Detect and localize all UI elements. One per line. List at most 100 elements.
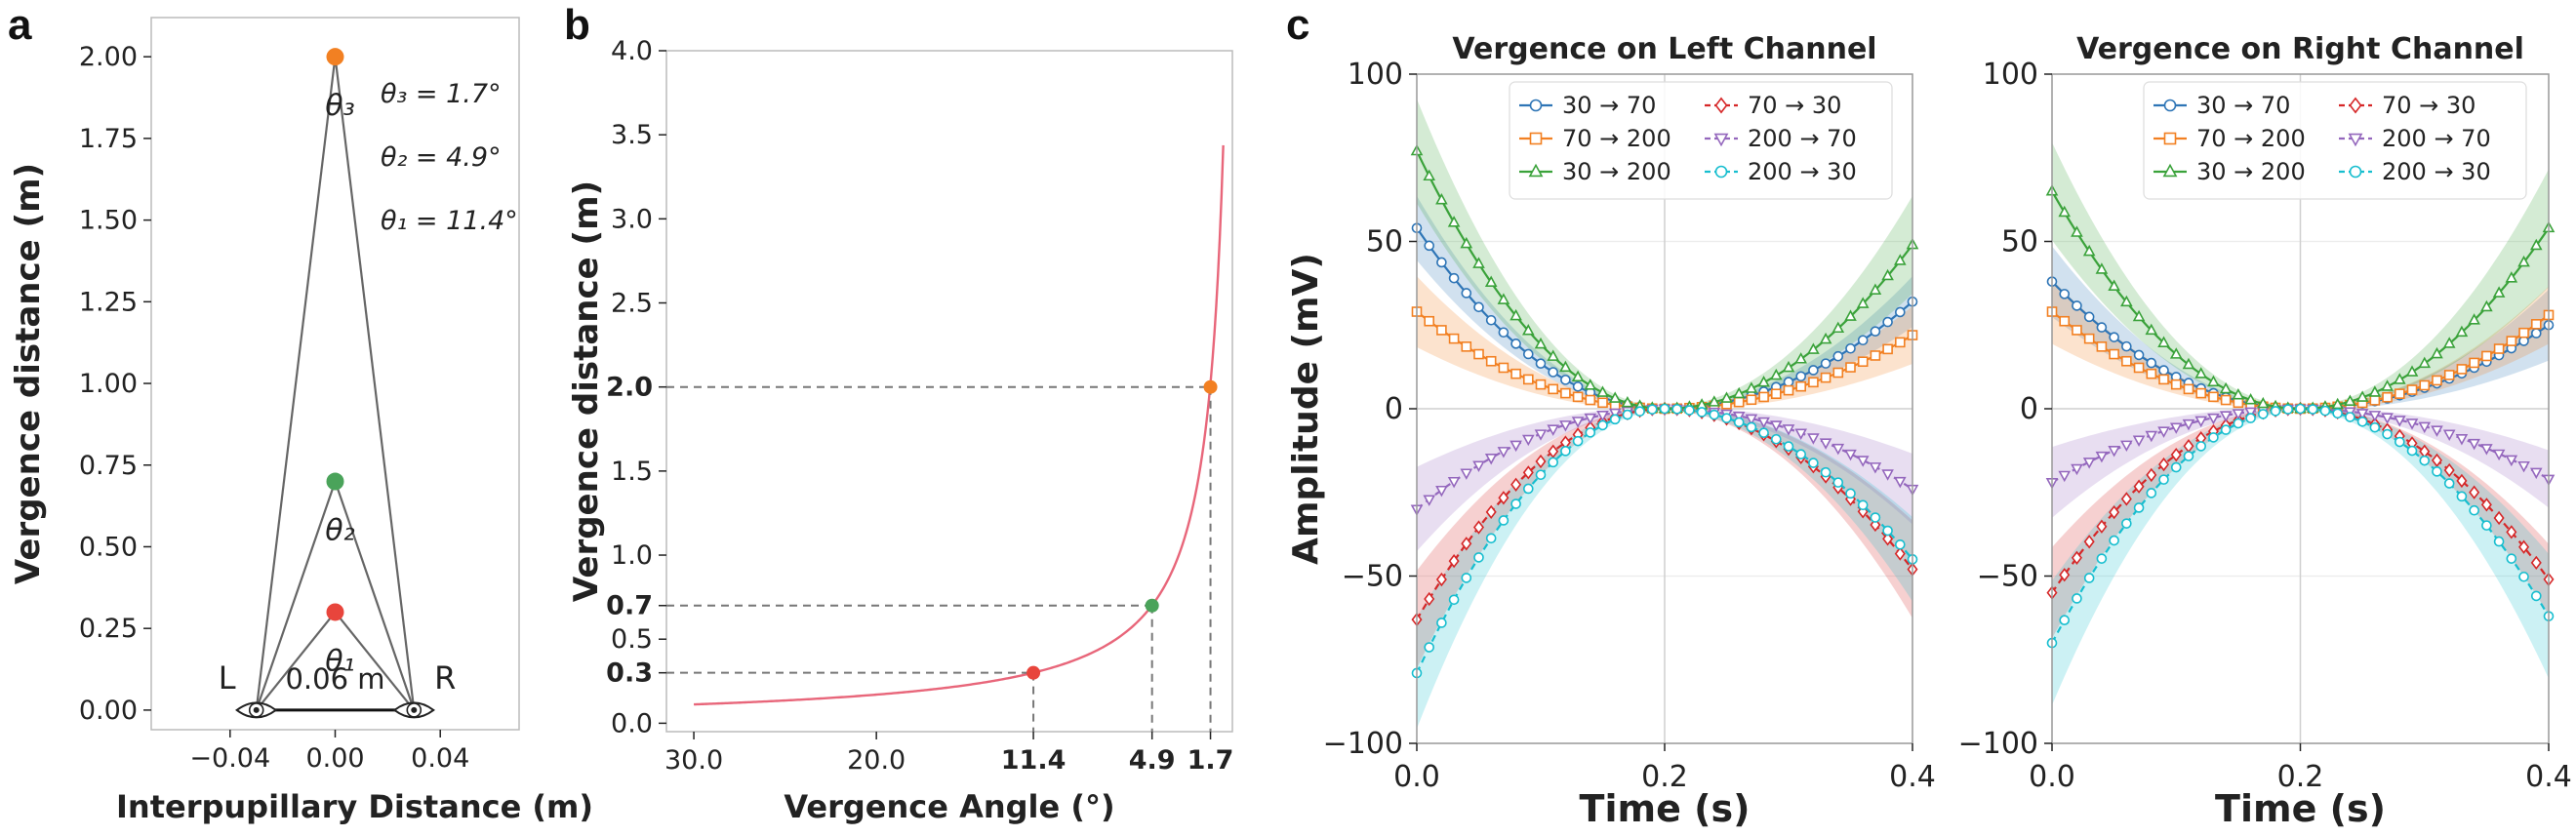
series-marker [2096, 519, 2108, 534]
series-marker [1757, 376, 1770, 387]
x-axis-label: Interpupillary Distance (m) [116, 788, 593, 825]
series-marker [2492, 286, 2506, 298]
series-marker [2431, 346, 2443, 359]
series-marker [1845, 362, 1856, 373]
series-marker [1498, 362, 1509, 374]
confidence-band [2052, 141, 2549, 412]
series-marker [2456, 473, 2468, 489]
series-marker [1795, 449, 1806, 459]
plot-frame [665, 50, 1233, 733]
series-marker [1473, 552, 1484, 563]
series-marker [1857, 499, 1869, 511]
series-marker [1831, 443, 1845, 456]
y-tick-label: 0.75 [79, 451, 138, 481]
eye-pupil [411, 706, 418, 713]
series-marker [1424, 315, 1434, 327]
legend-marker [1529, 99, 1543, 112]
series-marker [2146, 467, 2157, 483]
series-marker [2530, 590, 2542, 602]
panel-letter-a: a [8, 1, 32, 49]
series-marker [2170, 461, 2182, 473]
series-marker [2395, 388, 2405, 399]
series-marker [1882, 525, 1893, 537]
y-tick-label: 1.5 [611, 457, 653, 487]
series-marker [1794, 352, 1808, 364]
series-marker [2109, 504, 2120, 520]
series-marker [1572, 391, 1584, 403]
y-tick-label: 1.00 [79, 369, 138, 399]
legend-label: 30 → 70 [1562, 92, 1656, 119]
legend-label: 200 → 30 [2382, 158, 2491, 185]
legend-marker [1528, 163, 1544, 178]
series-marker [1448, 333, 1460, 344]
legend-box [2143, 81, 2527, 200]
series-marker [1745, 381, 1758, 393]
series-marker [1621, 395, 1634, 408]
legend-marker [1714, 97, 1728, 114]
series-marker [2468, 438, 2480, 451]
series-marker [1720, 391, 1733, 403]
series-marker [2393, 416, 2406, 427]
series-marker [2133, 349, 2145, 361]
series-marker [1659, 403, 1670, 415]
series-marker [1461, 573, 1472, 583]
series-marker [1732, 386, 1746, 399]
series-marker [2120, 440, 2133, 453]
series-marker [2083, 333, 2095, 344]
series-marker [2393, 373, 2406, 384]
series-marker [1435, 485, 1448, 498]
series-marker [2109, 332, 2119, 342]
series-marker [2170, 448, 2182, 462]
series-marker [2493, 536, 2505, 547]
series-marker [1461, 341, 1472, 352]
legend-marker [2349, 97, 2362, 114]
series-marker [2506, 336, 2517, 346]
series-marker [1521, 434, 1535, 447]
series-marker [2059, 315, 2071, 327]
series-marker [2158, 374, 2169, 385]
series-marker [2083, 311, 2095, 323]
x-tick-label: 0.4 [2525, 760, 2572, 794]
y-tick-label: 0.3 [606, 658, 653, 689]
series-marker [2480, 444, 2493, 456]
x-tick-label: 0.0 [2029, 760, 2075, 794]
series-marker [2082, 244, 2096, 257]
series-marker [1522, 465, 1534, 480]
series-marker [1498, 515, 1509, 526]
series-marker [1485, 504, 1497, 520]
series-marker [2469, 504, 2479, 516]
series-marker [2455, 325, 2469, 338]
series-marker [2418, 421, 2432, 434]
confidence-band [2052, 246, 2549, 412]
y-axis-label: Amplitude (mV) [1286, 253, 1326, 565]
legend-label: 70 → 200 [2196, 125, 2306, 152]
series-marker [1634, 406, 1645, 418]
series-marker [1844, 449, 1857, 461]
legend-marker [2348, 133, 2363, 147]
series-marker [2443, 478, 2455, 489]
series-marker [2518, 327, 2529, 339]
series-marker [2518, 539, 2530, 554]
series-marker [1498, 491, 1509, 505]
series-marker [1448, 553, 1460, 569]
series-marker [1559, 360, 1572, 373]
y-tick-label: 0.50 [79, 532, 138, 562]
series-marker [2121, 355, 2132, 367]
x-tick-label: 0.00 [305, 743, 364, 774]
series-marker [1473, 348, 1484, 360]
series-marker [2072, 300, 2082, 311]
series-marker [1709, 409, 1720, 420]
series-marker [1435, 193, 1448, 205]
legend-label: 70 → 30 [2382, 92, 2475, 119]
series-marker [1771, 388, 1782, 400]
series-marker [1523, 348, 1534, 360]
series-marker [1831, 321, 1845, 334]
series-marker [1585, 394, 1596, 406]
chart-title: Vergence on Right Channel [2076, 32, 2524, 66]
series-marker [1498, 327, 1509, 339]
x-tick-label: 0.4 [1889, 760, 1936, 794]
series-marker [1473, 301, 1484, 313]
series-marker [2083, 573, 2095, 583]
series-marker [1895, 306, 1906, 318]
series-marker [1423, 495, 1436, 506]
